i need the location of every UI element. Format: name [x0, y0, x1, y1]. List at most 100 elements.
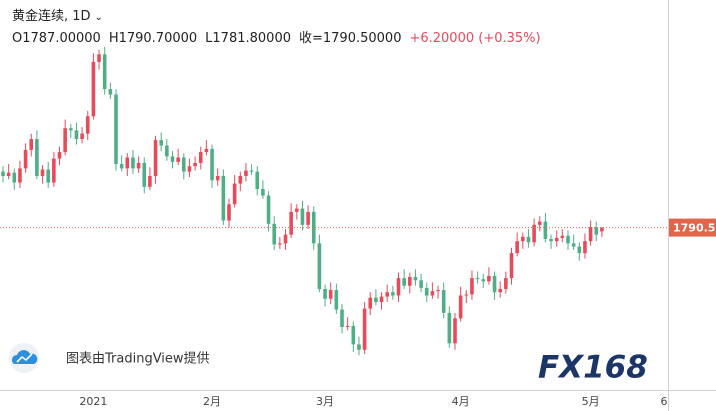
candle-body [526, 236, 531, 243]
candle-body [311, 211, 316, 244]
candle-body [566, 235, 570, 244]
candle-body [289, 211, 293, 235]
candle-body [504, 278, 508, 289]
candle-body [464, 294, 469, 296]
attribution: 图表由TradingView提供 [66, 351, 210, 367]
candle-body [447, 312, 452, 344]
candle-body [374, 297, 378, 303]
candle-body [351, 325, 356, 345]
candle-body [23, 149, 28, 169]
candle-body [521, 236, 525, 242]
header: 黄金连续, 1D ⌄ O1787.00000 H1790.70000 L1781.80… [12, 6, 549, 49]
candle-body [379, 296, 384, 303]
price-label: 1790.50 [673, 222, 716, 235]
x-tick-label: 2月 [203, 395, 221, 408]
candle-body [74, 130, 79, 140]
x-tick-label: 3月 [316, 395, 334, 408]
candle-body [549, 238, 553, 242]
logo: FX168 [538, 350, 648, 386]
candle-body [102, 54, 107, 90]
candle-body [227, 204, 231, 221]
candle-body [215, 175, 220, 181]
candle-body [323, 288, 327, 299]
candle-body [492, 275, 497, 293]
candle-body [136, 162, 141, 169]
candle-body [594, 227, 599, 235]
ohlc-value: O1787.00000 [12, 31, 101, 46]
candle-body [487, 275, 491, 282]
candle-body [441, 290, 446, 313]
candle-body [261, 189, 265, 196]
candle-body [85, 116, 90, 134]
candle-body [63, 128, 67, 153]
ohlc-value: +6.20000 (+0.35%) [409, 31, 541, 46]
candle-body [600, 227, 604, 232]
candle-body [340, 309, 344, 327]
candle-body [436, 290, 440, 292]
candle-body [430, 291, 435, 296]
candle-body [159, 140, 163, 146]
candle-body [498, 288, 502, 293]
x-tick-label: 5月 [582, 395, 600, 408]
candle-body [571, 243, 576, 247]
candle-body [119, 164, 124, 169]
candle-body [165, 145, 169, 157]
candle-body [537, 221, 542, 225]
candle-body [577, 246, 582, 254]
candle-body [424, 287, 429, 296]
x-tick-label: 2021 [79, 395, 107, 408]
chart-title: 黄金连续, 1D [12, 9, 91, 24]
candle-body [210, 148, 214, 181]
candle-body [543, 221, 548, 239]
candle-body [57, 152, 62, 159]
candle-body [80, 133, 84, 140]
candle-body [40, 169, 45, 176]
candle-body [148, 175, 152, 187]
candle-body [419, 280, 423, 288]
ohlc-legend: O1787.00000 H1790.70000 L1781.80000 收=1790.… [12, 28, 549, 49]
candle-body [97, 54, 101, 62]
candle-body [266, 195, 271, 224]
candle-body [12, 172, 17, 183]
candle-body [475, 278, 480, 280]
candle-body [182, 157, 186, 172]
candle-body [300, 208, 305, 225]
candle-body [583, 241, 587, 254]
candle-body [35, 139, 39, 176]
candle-body [232, 183, 237, 205]
candle-body [458, 295, 463, 319]
candle-body [52, 158, 56, 183]
candle-body [142, 162, 147, 187]
candle-body [125, 157, 130, 169]
candle-body [368, 297, 373, 309]
x-tick-label: 6 [661, 395, 668, 408]
candle-body [357, 344, 361, 350]
candle-body [413, 277, 418, 281]
candle-body [385, 292, 389, 297]
candle-body [278, 243, 282, 245]
candle-body [402, 278, 406, 286]
candle-body [532, 224, 536, 243]
candle-body [249, 170, 254, 172]
plot-area [1, 46, 604, 356]
candle-body [509, 253, 514, 279]
candle-body [408, 277, 412, 286]
candle-body [306, 211, 310, 225]
candle-body [221, 175, 226, 221]
x-tick-label: 4月 [452, 395, 470, 408]
candle-body [18, 168, 22, 183]
candle-body [554, 237, 559, 242]
candle-body [328, 290, 333, 299]
candle-body [453, 318, 457, 344]
candle-body [170, 156, 175, 162]
candle-body [244, 170, 248, 176]
ohlc-value: 收=1790.50000 [299, 31, 402, 46]
dropdown-icon[interactable]: ⌄ [94, 12, 103, 23]
candle-body [46, 169, 50, 183]
candle-body [272, 223, 276, 245]
candle-body [362, 308, 367, 350]
candle-body [481, 279, 486, 282]
